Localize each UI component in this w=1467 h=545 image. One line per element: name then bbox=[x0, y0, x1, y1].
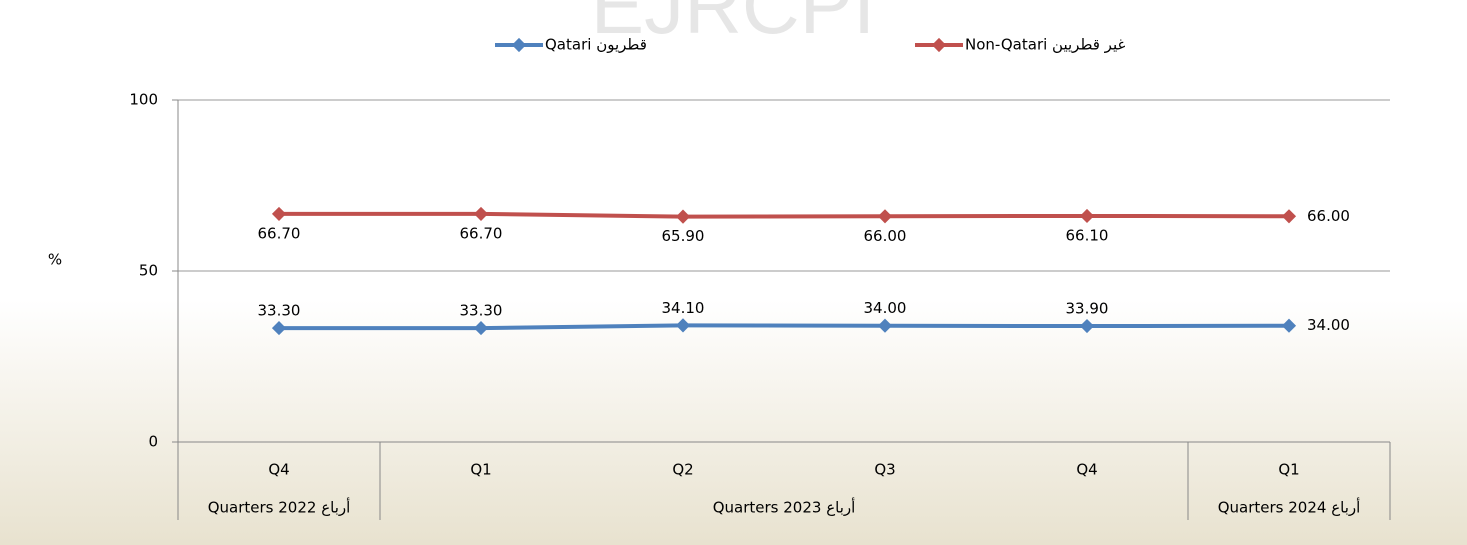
group-label: Quarters 2023 أرباع bbox=[713, 498, 856, 517]
data-label: 33.90 bbox=[1066, 300, 1109, 318]
data-label: 66.00 bbox=[1307, 207, 1350, 225]
x-tick-label: Q2 bbox=[672, 461, 693, 479]
watermark: EJRCPI bbox=[591, 0, 876, 50]
legend-label: Non-Qatari غير قطريين bbox=[965, 36, 1125, 54]
marker bbox=[473, 321, 489, 336]
data-label: 34.00 bbox=[1307, 316, 1350, 334]
data-label: 34.10 bbox=[662, 299, 705, 317]
legend-label: Qatari قطريون bbox=[545, 36, 647, 54]
marker bbox=[1281, 318, 1297, 333]
data-label: 65.90 bbox=[662, 227, 705, 245]
data-label: 66.00 bbox=[864, 227, 907, 245]
marker bbox=[1079, 318, 1095, 334]
y-tick-label: 0 bbox=[148, 433, 158, 451]
marker bbox=[271, 206, 287, 221]
marker bbox=[473, 206, 489, 221]
marker bbox=[675, 318, 691, 333]
x-tick-label: Q3 bbox=[874, 461, 895, 479]
marker bbox=[1281, 209, 1297, 224]
x-tick-label: Q1 bbox=[1278, 461, 1299, 479]
data-label: 66.70 bbox=[460, 224, 503, 242]
marker bbox=[877, 318, 893, 333]
data-label: 33.30 bbox=[460, 302, 503, 320]
series-line bbox=[279, 323, 1290, 331]
y-axis-label: % bbox=[48, 251, 62, 269]
series-line bbox=[279, 211, 1290, 219]
marker bbox=[675, 209, 691, 224]
x-tick-label: Q1 bbox=[470, 461, 491, 479]
x-tick-label: Q4 bbox=[1076, 461, 1097, 479]
y-tick-label: 100 bbox=[129, 91, 158, 109]
marker bbox=[271, 321, 287, 336]
marker bbox=[877, 209, 893, 224]
legend-marker bbox=[931, 37, 947, 53]
legend-marker bbox=[511, 37, 527, 53]
data-label: 34.00 bbox=[864, 299, 907, 317]
data-label: 33.30 bbox=[258, 302, 301, 320]
x-tick-label: Q4 bbox=[268, 461, 289, 479]
group-label: Quarters 2024 أرباع bbox=[1218, 498, 1361, 517]
y-tick-label: 50 bbox=[139, 262, 158, 280]
data-label: 66.70 bbox=[258, 224, 301, 242]
data-label: 66.10 bbox=[1066, 226, 1109, 244]
marker bbox=[1079, 208, 1095, 224]
group-label: Quarters 2022 أرباع bbox=[208, 498, 351, 517]
